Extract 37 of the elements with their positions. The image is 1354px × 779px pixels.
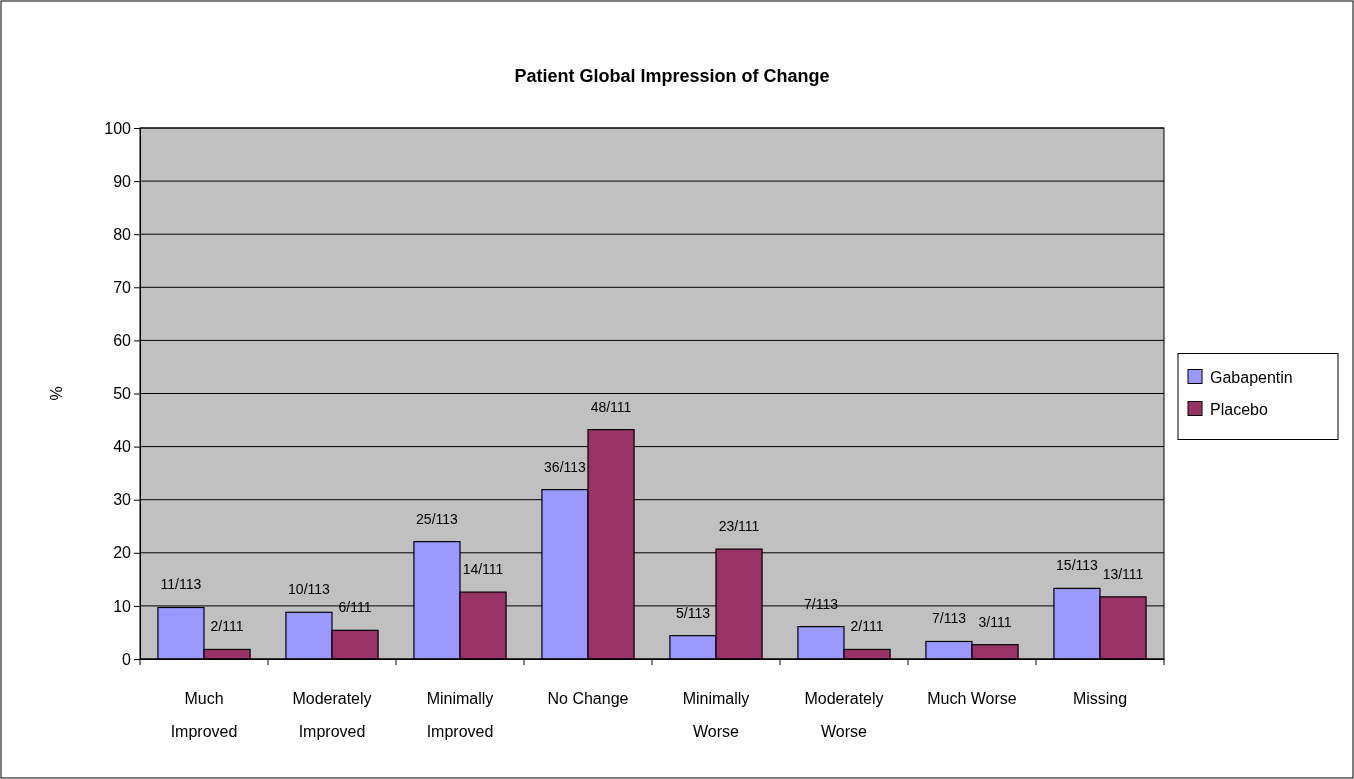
x-tick-label: Much Worse xyxy=(927,690,1017,707)
x-tick-label: Minimally Worse xyxy=(682,690,750,740)
data-label: 2/111 xyxy=(850,618,884,635)
y-tick-label: 40 xyxy=(113,438,132,456)
x-tick-label: Moderately Worse xyxy=(804,690,884,740)
y-tick-label: 20 xyxy=(113,544,132,562)
data-label: 48/111 xyxy=(590,398,632,415)
data-label: 10/113 xyxy=(288,581,331,598)
data-label: 23/111 xyxy=(718,518,760,535)
x-tick-label: Much Improved xyxy=(170,690,238,740)
x-tick-label: Minimally Improved xyxy=(426,690,494,740)
data-label: 15/113 xyxy=(1056,557,1099,574)
legend-label: Gabapentin xyxy=(1210,368,1293,386)
data-label: 7/113 xyxy=(931,610,967,627)
y-tick-label: 100 xyxy=(104,119,132,137)
y-tick-label: 0 xyxy=(122,650,132,668)
y-tick-label: 90 xyxy=(113,172,132,190)
x-tick-label: No Change xyxy=(547,690,629,707)
y-tick-label: 70 xyxy=(113,278,132,296)
data-label: 3/111 xyxy=(978,613,1012,630)
data-label: 11/113 xyxy=(160,576,202,593)
x-tick-label: Moderately Improved xyxy=(292,690,372,740)
data-label: 14/111 xyxy=(462,561,504,578)
data-label: 36/113 xyxy=(544,458,587,475)
data-label: 25/113 xyxy=(416,510,459,527)
y-tick-label: 80 xyxy=(113,225,132,243)
y-tick-label: 30 xyxy=(113,491,132,509)
y-tick-label: 60 xyxy=(113,332,132,350)
chart-title: Patient Global Impression of Change xyxy=(514,66,830,86)
y-tick-label: 10 xyxy=(113,597,132,615)
data-label: 5/113 xyxy=(675,604,711,621)
x-tick-label: Missing xyxy=(1072,690,1128,707)
data-label: 13/111 xyxy=(1102,565,1144,582)
data-label: 2/111 xyxy=(210,618,244,635)
y-axis-title: % xyxy=(48,386,65,401)
y-tick-label: 50 xyxy=(113,385,132,403)
legend-label: Placebo xyxy=(1210,400,1268,418)
